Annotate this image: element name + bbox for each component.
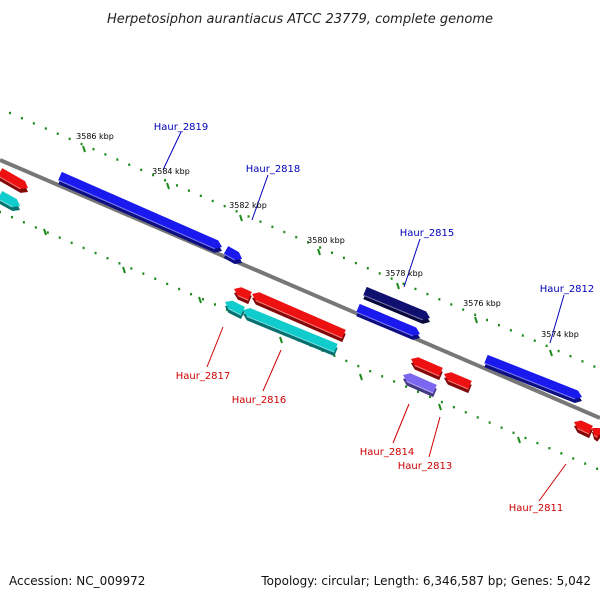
major-tick [317,248,321,256]
gene-label: Haur_2812 [540,284,595,295]
gene-label: Haur_2811 [509,503,564,514]
major-tick [438,403,442,411]
label-leader-line [538,463,567,502]
major-tick [359,373,363,381]
major-tick [549,349,553,357]
major-tick [474,316,478,324]
major-tick [517,436,521,444]
genome-backbone [0,158,600,420]
scale-labels: 3586 kbp 3584 kbp 3582 kbp 3580 kbp 3578 kbp… [76,132,579,339]
label-leader-line [206,326,224,368]
scale-label: 3574 kbp [541,330,579,339]
scale-label: 3582 kbp [229,201,267,210]
gene-label: Haur_2817 [176,371,231,382]
gene-arrow [243,308,338,357]
gene-arrow [223,246,242,264]
label-leader-line [392,403,410,444]
label-leader-line [428,416,441,458]
gene-labels: Haur_2819 Haur_2818 Haur_2815 Haur_2812 Haur… [154,122,595,514]
gene-arrow [363,286,430,324]
gene-arrow [57,171,222,253]
gene-arrow [225,300,246,320]
gene-arrow [592,428,600,442]
scale-label: 3586 kbp [76,132,114,141]
gene-label: Haur_2816 [232,395,287,406]
gene-arrow [444,372,472,394]
genome-summary-text: Topology: circular; Length: 6,346,587 bp… [261,574,591,588]
map-title: Herpetosiphon aurantiacus ATCC 23779, co… [107,12,493,27]
scale-label: 3580 kbp [307,236,345,245]
major-tick [198,296,202,304]
label-leader-line [403,238,421,288]
major-tick [122,266,126,274]
gene-arrow [411,357,443,381]
gene-arrow [403,373,437,398]
scale-label: 3578 kbp [385,269,423,278]
gene-label: Haur_2819 [154,122,209,133]
label-leader-line [549,294,565,344]
label-leader-line [251,174,269,221]
gene-arrow [234,287,252,305]
major-tick [396,282,400,290]
accession-text: Accession: NC_009972 [9,574,146,588]
label-leader-line [162,131,182,171]
scale-label: 3576 kbp [463,299,501,308]
gene-arrow [484,354,582,403]
major-tick [43,228,47,236]
gene-arrow [0,191,20,212]
gene-arrow [0,168,28,193]
major-tick [82,145,86,153]
gene-label: Haur_2813 [398,461,453,472]
gene-label: Haur_2814 [360,447,415,458]
gene-features [0,168,600,442]
gene-label: Haur_2815 [400,228,455,239]
gene-arrow [574,420,593,439]
major-tick [279,336,283,344]
gene-label: Haur_2818 [246,164,301,175]
major-tick [166,182,170,190]
scale-label: 3584 kbp [152,167,190,176]
major-tick [239,214,243,222]
gene-arrow [356,303,420,340]
label-leader-line [262,349,282,392]
gene-arrow [252,292,346,343]
